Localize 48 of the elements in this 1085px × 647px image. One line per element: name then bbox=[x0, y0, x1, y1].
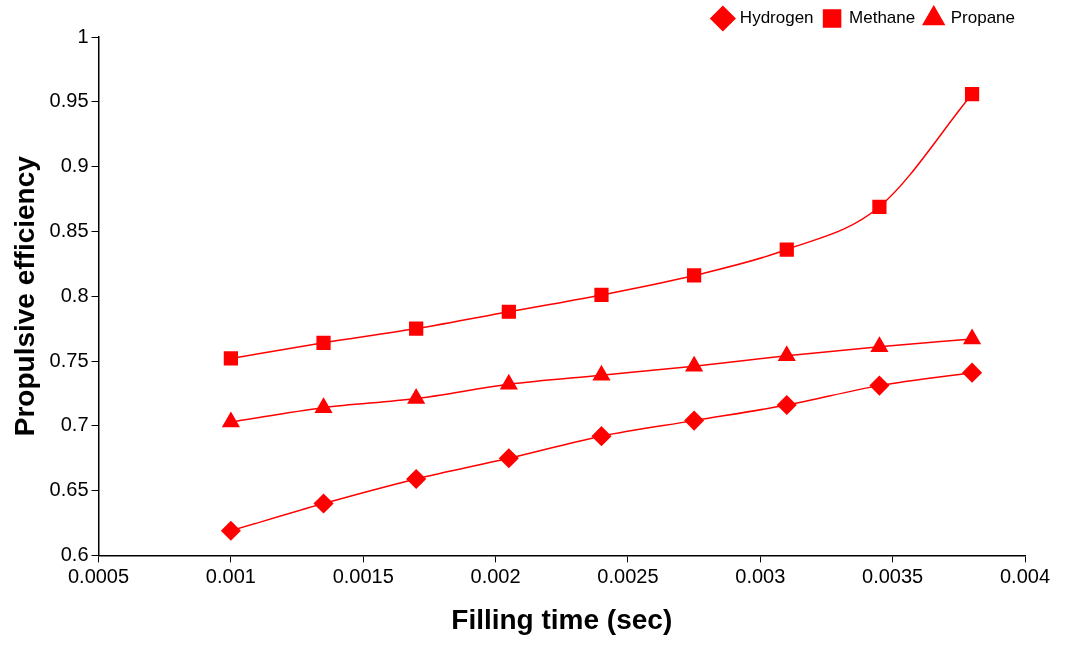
point bbox=[592, 365, 611, 381]
point bbox=[222, 412, 240, 428]
y-tick-label: 0.75 bbox=[49, 348, 89, 371]
point bbox=[316, 335, 331, 350]
point bbox=[872, 199, 887, 214]
y-tick-label: 1 bbox=[77, 24, 89, 47]
y-tick-label: 0.85 bbox=[49, 218, 89, 241]
x-tick-label: 0.0015 bbox=[332, 564, 394, 587]
point bbox=[591, 426, 612, 446]
y-tick-label: 0.9 bbox=[60, 154, 89, 177]
point bbox=[221, 521, 241, 541]
y-tick-label: 0.95 bbox=[49, 89, 89, 112]
point bbox=[406, 469, 426, 489]
point bbox=[594, 287, 609, 303]
point bbox=[313, 493, 334, 514]
x-axis-title: Filling time (sec) bbox=[451, 603, 673, 635]
point bbox=[777, 395, 797, 415]
x-tick-label: 0.001 bbox=[205, 564, 256, 587]
x-tick-label: 0.0025 bbox=[597, 564, 659, 587]
point bbox=[687, 268, 702, 283]
point bbox=[964, 86, 980, 102]
x-tick-label: 0.002 bbox=[470, 564, 521, 587]
legend-label: Hydrogen bbox=[739, 8, 814, 28]
point bbox=[409, 321, 424, 336]
point bbox=[223, 351, 238, 366]
point bbox=[684, 410, 704, 431]
y-tick-label: 0.7 bbox=[60, 413, 89, 436]
point bbox=[778, 346, 796, 362]
point bbox=[685, 356, 703, 372]
y-tick-label: 0.8 bbox=[60, 283, 89, 306]
legend-label: Methane bbox=[849, 8, 916, 28]
y-axis-title: Propulsive efficiency bbox=[8, 155, 40, 437]
point bbox=[962, 362, 982, 383]
x-tick-label: 0.003 bbox=[735, 564, 786, 587]
point bbox=[314, 397, 333, 413]
y-tick-label: 0.6 bbox=[60, 542, 89, 565]
point bbox=[779, 242, 794, 257]
x-tick-label: 0.0035 bbox=[862, 564, 924, 587]
point bbox=[499, 448, 519, 468]
point bbox=[407, 388, 425, 404]
point bbox=[500, 374, 518, 390]
legend-label: Propane bbox=[950, 8, 1016, 28]
point bbox=[963, 329, 981, 345]
point bbox=[869, 375, 890, 396]
y-tick-label: 0.65 bbox=[49, 478, 89, 501]
point bbox=[501, 304, 516, 319]
x-tick-label: 0.0005 bbox=[67, 564, 130, 587]
x-tick-label: 0.004 bbox=[999, 564, 1051, 587]
